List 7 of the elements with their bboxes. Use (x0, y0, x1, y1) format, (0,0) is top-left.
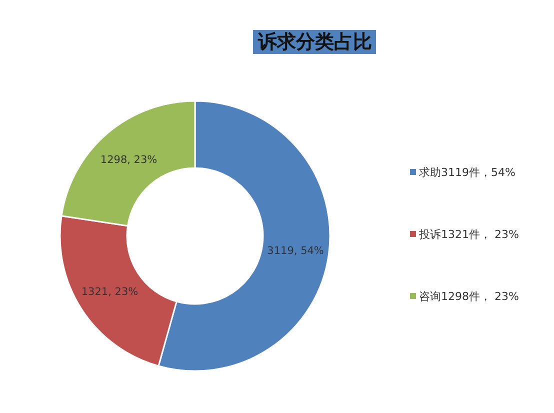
data-label: 1321, 23% (81, 286, 138, 298)
legend-label: 求助3119件，54% (419, 166, 516, 179)
legend-label: 投诉1321件， 23% (418, 228, 519, 241)
title: 诉求分类占比 (253, 30, 376, 54)
data-label: 1298, 23% (100, 154, 158, 166)
data-label: 3119, 54% (267, 244, 324, 257)
legend-label: 咨询1298件， 23% (419, 290, 519, 303)
